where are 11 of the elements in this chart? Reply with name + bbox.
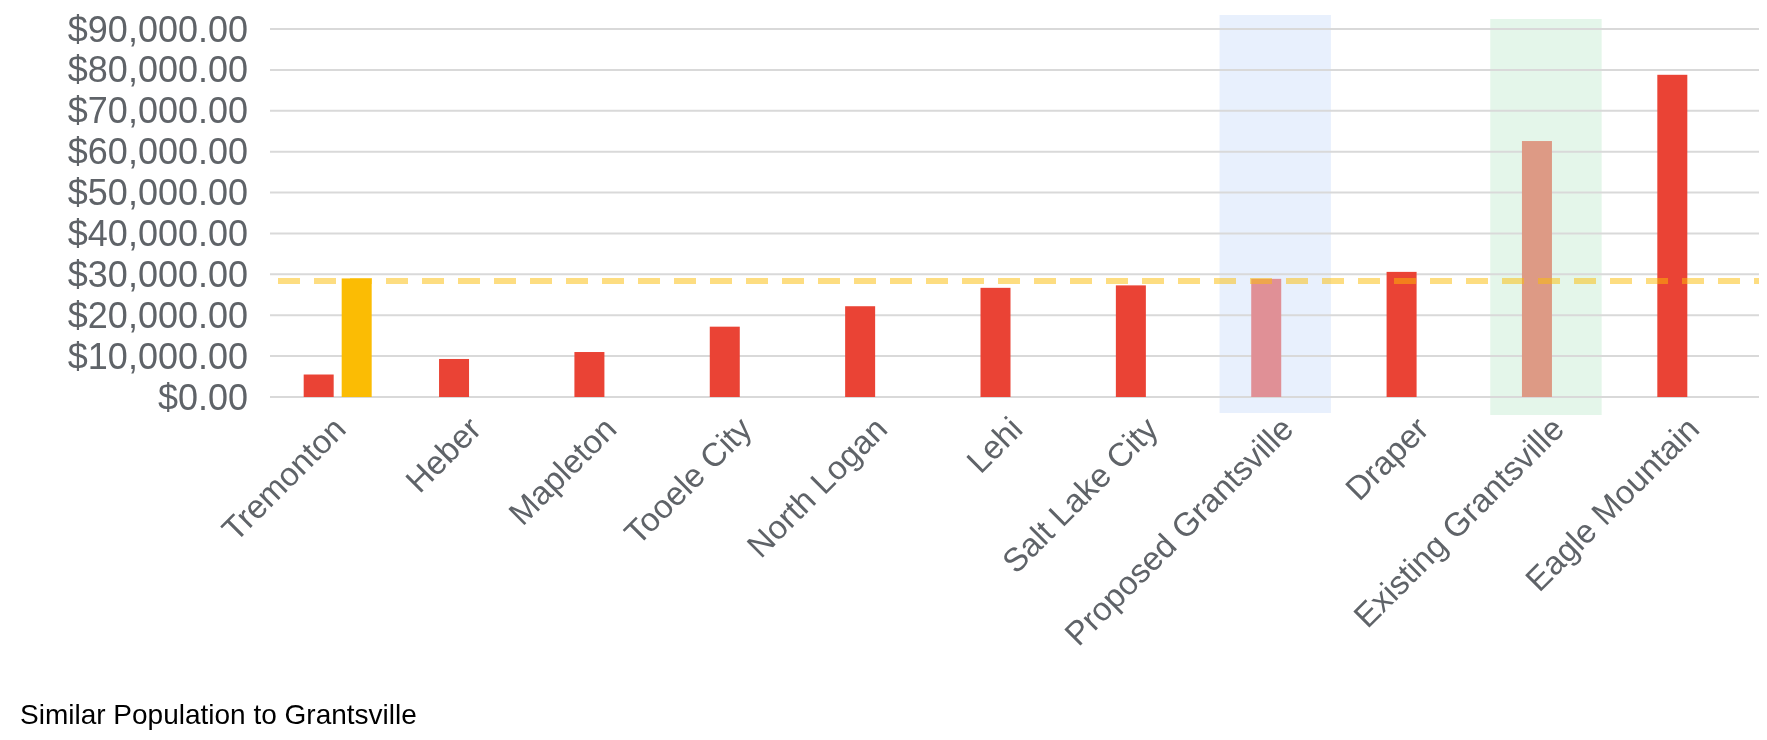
y-tick-label: $20,000.00	[67, 294, 248, 336]
y-tick-label: $70,000.00	[67, 90, 248, 132]
y-tick-label: $30,000.00	[67, 253, 248, 295]
y-tick-label: $10,000.00	[67, 335, 248, 377]
y-tick-label: $0.00	[157, 376, 248, 418]
text: Similar Population to Grantsville	[20, 699, 417, 730]
y-tick-label: $40,000.00	[67, 213, 248, 255]
y-tick-label: $50,000.00	[67, 172, 248, 214]
y-tick-label: $90,000.00	[67, 8, 248, 50]
y-tick-label: $60,000.00	[67, 131, 248, 173]
y-tick-label: $80,000.00	[67, 49, 248, 91]
